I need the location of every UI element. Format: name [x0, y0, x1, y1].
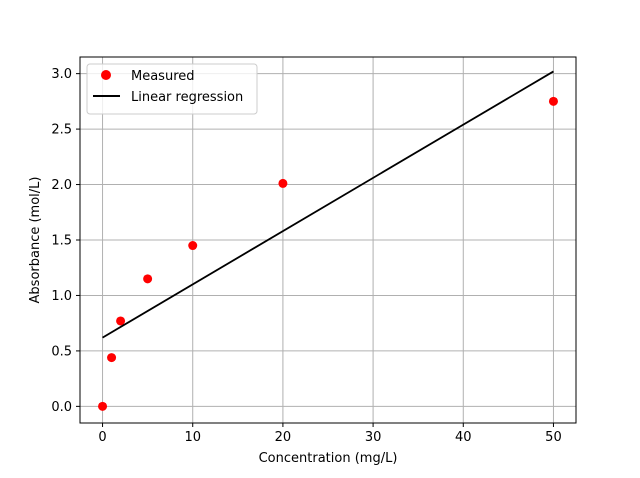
plot-series: [98, 70, 558, 411]
legend-marker-measured: [101, 70, 111, 80]
y-tick-label: 2.0: [51, 178, 72, 193]
x-tick-label: 30: [365, 430, 382, 445]
y-axis-label: Absorbance (mol/L): [28, 177, 43, 304]
y-tick-label: 3.0: [51, 67, 72, 82]
data-point: [143, 274, 153, 284]
legend-box: [86, 63, 258, 115]
data-point: [188, 241, 198, 251]
data-point: [116, 316, 126, 326]
x-tick-label: 20: [275, 430, 292, 445]
data-point: [548, 96, 558, 106]
regression-line: [102, 70, 554, 339]
y-tick-label: 0.5: [51, 344, 72, 359]
data-point: [98, 401, 108, 411]
x-tick-label: 50: [545, 430, 562, 445]
legend-label-regression: Linear regression: [131, 90, 243, 105]
x-tick-label: 0: [98, 430, 106, 445]
y-tick-label: 2.5: [51, 123, 72, 138]
legend-label-measured: Measured: [131, 69, 195, 84]
data-point: [278, 178, 288, 188]
y-tick-label: 0.0: [51, 400, 72, 415]
x-tick-label: 10: [184, 430, 201, 445]
axis-ticks: 0 10 20 30 40 50 0.0 0.5 1.0 1.5 2.0 2.5 3.0: [51, 67, 561, 445]
grid: [80, 57, 576, 423]
y-tick-label: 1.0: [51, 289, 72, 304]
x-tick-label: 40: [455, 430, 472, 445]
legend: Measured Linear regression: [86, 63, 258, 115]
y-tick-label: 1.5: [51, 234, 72, 249]
data-point: [107, 353, 117, 363]
x-axis-label: Concentration (mg/L): [259, 451, 398, 466]
